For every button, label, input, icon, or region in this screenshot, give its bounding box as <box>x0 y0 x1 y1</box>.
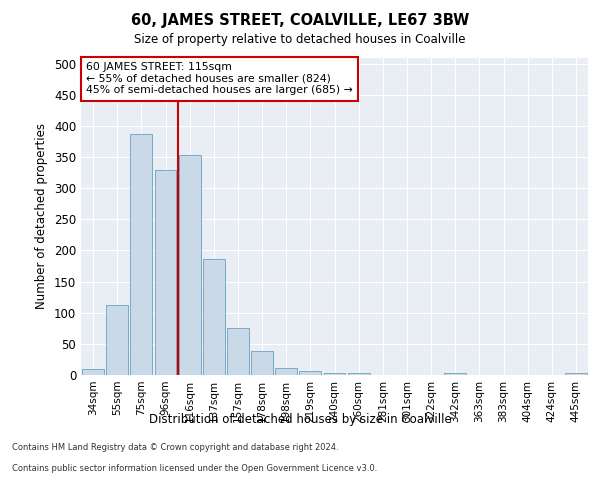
Bar <box>299 372 321 375</box>
Bar <box>155 170 176 375</box>
Bar <box>106 304 128 375</box>
Bar <box>275 368 297 375</box>
Text: Size of property relative to detached houses in Coalville: Size of property relative to detached ho… <box>134 32 466 46</box>
Text: 60 JAMES STREET: 115sqm
← 55% of detached houses are smaller (824)
45% of semi-d: 60 JAMES STREET: 115sqm ← 55% of detache… <box>86 62 353 96</box>
Text: 60, JAMES STREET, COALVILLE, LE67 3BW: 60, JAMES STREET, COALVILLE, LE67 3BW <box>131 12 469 28</box>
Bar <box>130 134 152 375</box>
Bar <box>227 328 249 375</box>
Text: Contains HM Land Registry data © Crown copyright and database right 2024.: Contains HM Land Registry data © Crown c… <box>12 442 338 452</box>
Bar <box>323 373 346 375</box>
Bar <box>179 155 200 375</box>
Bar <box>251 352 273 375</box>
Bar <box>445 373 466 375</box>
Bar <box>82 369 104 375</box>
Bar <box>348 373 370 375</box>
Y-axis label: Number of detached properties: Number of detached properties <box>35 123 49 309</box>
Bar <box>565 373 587 375</box>
Text: Contains public sector information licensed under the Open Government Licence v3: Contains public sector information licen… <box>12 464 377 473</box>
Bar <box>203 259 224 375</box>
Text: Distribution of detached houses by size in Coalville: Distribution of detached houses by size … <box>149 412 451 426</box>
